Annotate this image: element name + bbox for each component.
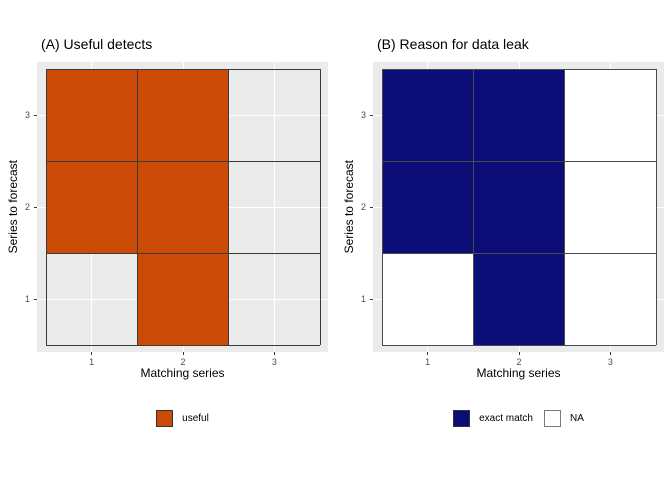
panel-a-x-axis-title: Matching series: [140, 366, 225, 380]
panel-b-plot-area: 1 2 3 1 2 3: [361, 62, 664, 367]
panel-a-title: (A) Useful detects: [41, 36, 153, 52]
x-tick: [91, 352, 93, 355]
x-tick: [273, 352, 275, 355]
x-tick-label: 3: [607, 357, 613, 367]
heat-tile-x1-y3: [46, 69, 138, 161]
legend-label: useful: [182, 412, 209, 424]
panel-a-plot-area: 1 2 3 1 2 3: [25, 62, 328, 367]
tile-border-h: [382, 344, 656, 346]
legend-swatch: [544, 409, 561, 427]
tile-border-v: [564, 69, 566, 345]
grid-line-v: [273, 62, 275, 352]
heat-tile-x2-y3: [137, 69, 229, 161]
tile-border-h: [382, 252, 656, 254]
heat-tile-x3-y1: [229, 253, 320, 345]
heat-tile-x1-y3: [382, 69, 474, 161]
heat-tile-x3-y2: [229, 161, 320, 253]
x-tick: [182, 352, 184, 355]
tile-border-v: [136, 69, 138, 345]
tile-border-h: [382, 160, 656, 162]
y-tick: [370, 114, 373, 116]
tile-border-v: [472, 69, 474, 345]
y-tick-label: 2: [24, 201, 30, 212]
heat-tile-x2-y1: [473, 253, 565, 345]
panel-b-legend: exact match NA: [373, 404, 664, 432]
x-tick: [609, 352, 611, 355]
heat-tile-x1-y1: [46, 253, 137, 345]
panel-a-legend: useful: [37, 404, 328, 432]
heat-tile-x3-y3: [564, 69, 656, 161]
tile-border-v: [45, 69, 47, 345]
y-tick-label: 1: [24, 293, 30, 304]
legend-swatch: [156, 409, 174, 427]
tile-border-h: [46, 252, 320, 254]
legend-label: NA: [570, 412, 584, 424]
legend-item: useful: [156, 409, 209, 427]
y-tick-label: 3: [24, 109, 30, 120]
x-tick: [518, 352, 520, 355]
heat-tile-x2-y3: [473, 69, 565, 161]
tile-border-v: [319, 69, 321, 345]
y-tick: [34, 298, 37, 300]
legend-item: NA: [544, 409, 584, 427]
y-tick-label: 1: [360, 293, 366, 304]
tile-border-v: [381, 69, 383, 345]
x-tick-label: 2: [516, 357, 522, 367]
x-tick-label: 2: [180, 357, 186, 367]
tile-border-v: [655, 69, 657, 345]
y-tick: [34, 114, 37, 116]
x-tick-label: 3: [271, 357, 277, 367]
y-tick-label: 3: [360, 109, 366, 120]
legend-label: exact match: [479, 412, 533, 424]
heat-tile-x3-y2: [564, 161, 656, 253]
tile-border-h: [382, 68, 656, 70]
heat-tile-x2-y1: [137, 253, 229, 345]
tile-border-v: [228, 69, 230, 345]
y-tick: [34, 206, 37, 208]
panel-b-title: (B) Reason for data leak: [377, 36, 529, 52]
x-tick-label: 1: [89, 357, 95, 367]
y-tick: [370, 206, 373, 208]
x-tick: [427, 352, 429, 355]
heat-tile-x3-y1: [564, 253, 656, 345]
tile-border-h: [46, 344, 320, 346]
figure-panel-b: (B) Reason for data leak Series to forec…: [336, 0, 672, 480]
heat-tile-x1-y2: [46, 161, 138, 253]
panel-b-x-axis-title: Matching series: [476, 366, 561, 380]
tile-border-h: [46, 68, 320, 70]
y-tick: [370, 298, 373, 300]
heat-tile-x1-y1: [382, 253, 474, 345]
heat-tile-x2-y2: [473, 161, 565, 253]
tile-border-h: [46, 160, 320, 162]
x-tick-label: 1: [425, 357, 431, 367]
heat-tile-x2-y2: [137, 161, 229, 253]
heat-tile-x3-y3: [229, 69, 320, 161]
y-tick-label: 2: [360, 201, 366, 212]
legend-swatch: [453, 409, 471, 427]
heat-tile-x1-y2: [382, 161, 474, 253]
legend-item: exact match: [453, 409, 533, 427]
